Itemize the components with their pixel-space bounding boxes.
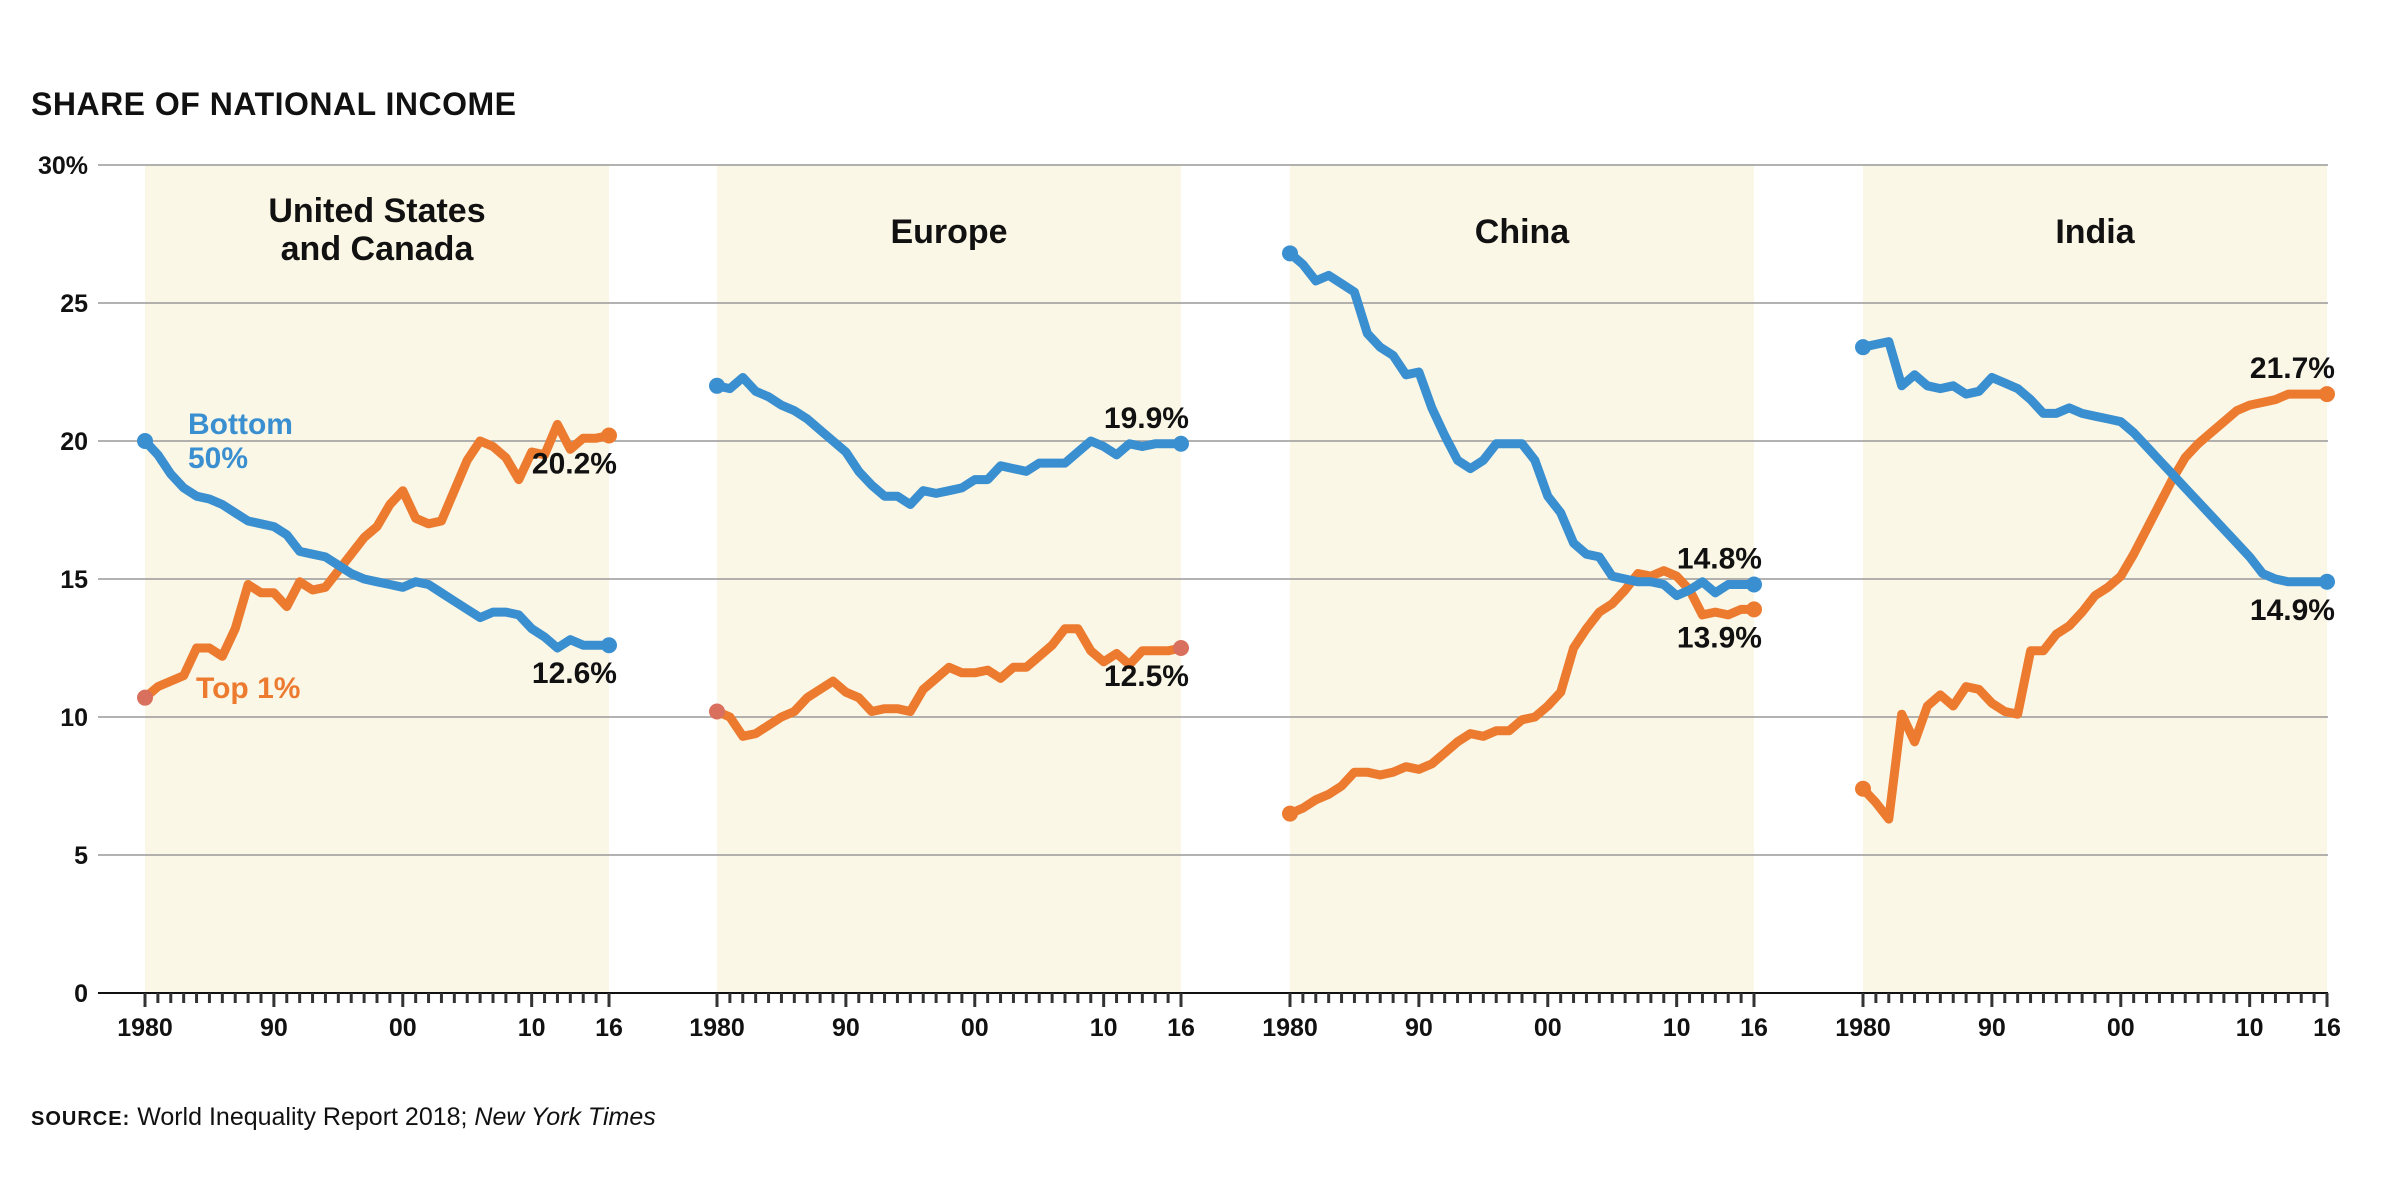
series-bottom50-start-dot-3 bbox=[1855, 339, 1871, 356]
source-text: World Inequality Report 2018; bbox=[137, 1103, 475, 1131]
x-tick-label-1-1990: 90 bbox=[832, 1014, 860, 1042]
x-tick-label-3-2010: 10 bbox=[2236, 1014, 2264, 1042]
y-tick-label-25: 25 bbox=[60, 290, 88, 318]
end-label-top1-3: 21.7% bbox=[2250, 352, 2335, 385]
series-bottom50-3 bbox=[1858, 337, 2332, 587]
end-label-bottom50-0: 12.6% bbox=[532, 657, 617, 690]
y-tick-label-15: 15 bbox=[60, 566, 88, 594]
series-label-top1-0: Top 1% bbox=[196, 672, 300, 705]
x-tick-label-1-2000: 00 bbox=[961, 1014, 989, 1042]
y-tick-label-10: 10 bbox=[60, 704, 88, 732]
series-top1-1 bbox=[712, 624, 1186, 741]
x-tick-label-0-2016: 16 bbox=[595, 1014, 623, 1042]
series-top1-2 bbox=[1285, 566, 1759, 819]
series-bottom50-2 bbox=[1285, 248, 1759, 601]
series-bottom50-end-dot-2 bbox=[1746, 576, 1762, 593]
series-bottom50-end-dot-1 bbox=[1173, 435, 1189, 452]
series-bottom50-start-dot-1 bbox=[709, 377, 725, 394]
x-tick-label-3-2000: 00 bbox=[2107, 1014, 2135, 1042]
y-axis: 0 5 10 15 20 25 30% bbox=[38, 152, 88, 1008]
end-label-top1-2: 13.9% bbox=[1677, 621, 1762, 654]
series-bottom50-start-dot-0 bbox=[137, 433, 153, 449]
panel-title-1-0: Europe bbox=[890, 213, 1007, 251]
panel-title-2-0: China bbox=[1475, 213, 1571, 251]
end-label-bottom50-2: 14.8% bbox=[1677, 543, 1762, 576]
series-top1-0 bbox=[140, 419, 614, 703]
x-tick-label-2-2016: 16 bbox=[1740, 1014, 1768, 1042]
series-top1-start-dot-3 bbox=[1855, 780, 1871, 797]
panel-title-3-0: India bbox=[2055, 213, 2135, 251]
chart-source: SOURCE: World Inequality Report 2018; Ne… bbox=[31, 1103, 656, 1132]
series-label-bottom50-0: Bottom bbox=[188, 408, 293, 441]
source-label: SOURCE: bbox=[31, 1108, 131, 1130]
x-tick-label-2-1980: 1980 bbox=[1262, 1014, 1318, 1042]
series-label-bottom50-1: 50% bbox=[188, 442, 248, 475]
x-tick-label-0-1980: 1980 bbox=[117, 1014, 173, 1042]
y-tick-label-0: 0 bbox=[74, 980, 88, 1008]
series-top1-start-dot-2 bbox=[1282, 805, 1298, 822]
series-bottom50-1 bbox=[712, 373, 1186, 509]
end-label-bottom50-3: 14.9% bbox=[2250, 594, 2335, 627]
panel-title-0-0: United States bbox=[268, 192, 485, 230]
x-tick-label-2-2000: 00 bbox=[1534, 1014, 1562, 1042]
panel-title-0-1: and Canada bbox=[281, 230, 475, 268]
series-top1-end-dot-0 bbox=[601, 427, 617, 444]
series-top1-end-dot-2 bbox=[1746, 601, 1762, 618]
y-tick-label-5: 5 bbox=[74, 842, 88, 870]
x-tick-label-1-2010: 10 bbox=[1090, 1014, 1118, 1042]
x-tick-label-2-1990: 90 bbox=[1405, 1014, 1433, 1042]
x-tick-label-0-2000: 00 bbox=[389, 1014, 417, 1042]
x-tick-label-1-2016: 16 bbox=[1167, 1014, 1195, 1042]
series-top1-end-dot-3 bbox=[2319, 386, 2335, 403]
x-tick-label-3-1990: 90 bbox=[1978, 1014, 2006, 1042]
y-tick-label-30: 30% bbox=[38, 152, 88, 180]
series-bottom50-0 bbox=[140, 436, 614, 653]
x-axis: 1980 90 00 10 16 1980 90 00 10 16 1980 90 00 10 16 1980… bbox=[98, 992, 2341, 1042]
x-tick-label-0-1990: 90 bbox=[260, 1014, 288, 1042]
y-tick-label-20: 20 bbox=[60, 428, 88, 456]
series-lines bbox=[137, 245, 2335, 824]
series-top1-start-dot-0 bbox=[137, 689, 153, 706]
end-label-bottom50-1: 19.9% bbox=[1104, 402, 1189, 435]
chart-title: SHARE OF NATIONAL INCOME bbox=[31, 86, 517, 122]
end-label-top1-0: 20.2% bbox=[532, 447, 617, 480]
x-tick-label-0-2010: 10 bbox=[518, 1014, 546, 1042]
x-tick-label-3-2016: 16 bbox=[2313, 1014, 2341, 1042]
x-tick-label-1-1980: 1980 bbox=[689, 1014, 745, 1042]
source-italic: New York Times bbox=[474, 1103, 656, 1131]
x-tick-label-3-1980: 1980 bbox=[1835, 1014, 1891, 1042]
gridlines bbox=[98, 164, 2328, 856]
series-top1-end-dot-1 bbox=[1173, 640, 1189, 656]
series-bottom50-end-dot-3 bbox=[2319, 573, 2335, 590]
series-bottom50-start-dot-2 bbox=[1282, 245, 1298, 262]
series-bottom50-end-dot-0 bbox=[601, 637, 617, 654]
end-label-top1-1: 12.5% bbox=[1104, 660, 1189, 693]
x-tick-label-2-2010: 10 bbox=[1663, 1014, 1691, 1042]
series-top1-3 bbox=[1858, 389, 2332, 824]
series-top1-start-dot-1 bbox=[709, 703, 725, 720]
